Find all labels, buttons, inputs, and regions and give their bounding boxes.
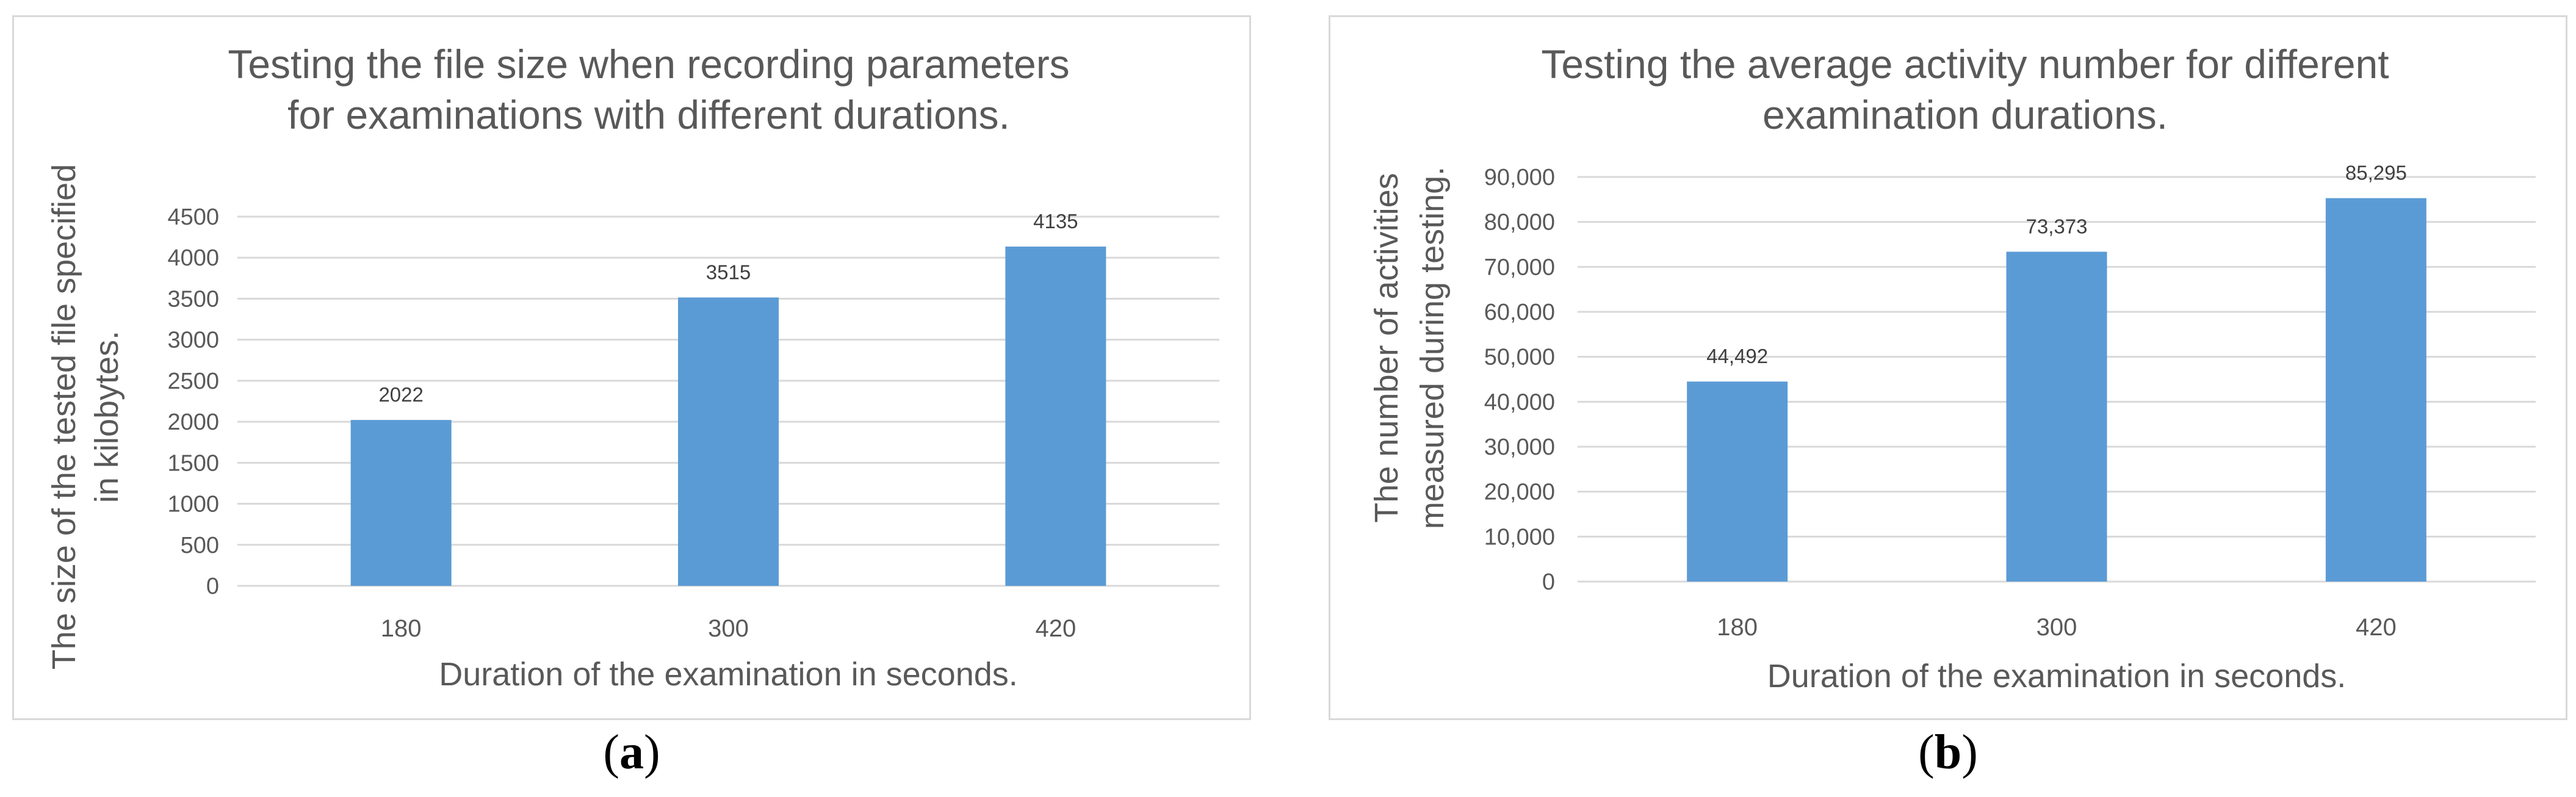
chart-a-y-axis-label-line: The size of the tested file specified xyxy=(46,164,82,669)
chart-b-y-tick-label: 0 xyxy=(1542,569,1555,595)
chart-a-y-tick-label: 4000 xyxy=(167,245,219,271)
caption-b: (b) xyxy=(1826,725,2070,781)
chart-b-y-axis-label-line: The number of activities xyxy=(1368,173,1405,522)
chart-a-title-line: Testing the file size when recording par… xyxy=(228,41,1069,87)
chart-b-data-label: 44,492 xyxy=(1706,345,1768,367)
chart-b-y-tick-label: 40,000 xyxy=(1484,389,1555,415)
chart-a-y-tick-label: 3500 xyxy=(167,286,219,312)
chart-a-y-axis-label-line: in kilobytes. xyxy=(88,331,125,503)
chart-a-data-label: 3515 xyxy=(706,261,751,283)
chart-b-bar-420 xyxy=(2325,198,2426,582)
chart-b: Testing the average activity number for … xyxy=(1368,41,2536,694)
chart-b-y-tick-label: 50,000 xyxy=(1484,345,1555,370)
chart-a-bar-180 xyxy=(350,420,452,586)
chart-b-title-line: examination durations. xyxy=(1762,92,2168,137)
chart-a-y-tick-label: 4500 xyxy=(167,204,219,230)
chart-b-y-tick-label: 80,000 xyxy=(1484,210,1555,236)
chart-b-y-axis-label: The number of activities measured during … xyxy=(1368,167,1451,529)
chart-a-title-line: for examinations with different duration… xyxy=(287,92,1010,137)
chart-a-x-tick-label: 180 xyxy=(381,615,422,642)
chart-a-y-tick-label: 2500 xyxy=(167,369,219,394)
chart-b-data-label: 85,295 xyxy=(2345,162,2407,184)
chart-a: Testing the file size when recording par… xyxy=(46,41,1219,693)
chart-b-y-tick-label: 70,000 xyxy=(1484,254,1555,280)
chart-a-y-tick-label: 1000 xyxy=(167,492,219,518)
chart-b-bar-300 xyxy=(2006,251,2107,582)
chart-b-y-tick-label: 20,000 xyxy=(1484,480,1555,505)
chart-a-y-tick-label: 0 xyxy=(206,574,219,599)
caption-a-letter: a xyxy=(619,726,644,779)
caption-a-close: ) xyxy=(644,726,660,779)
chart-a-y-tick-label: 3000 xyxy=(167,328,219,353)
caption-a-open: ( xyxy=(603,726,619,779)
chart-panel-a: Testing the file size when recording par… xyxy=(12,15,1251,720)
chart-b-y-tick-label: 90,000 xyxy=(1484,165,1555,190)
chart-b-x-axis-label: Duration of the examination in seconds. xyxy=(1767,658,2347,694)
chart-b-x-tick-label: 420 xyxy=(2356,614,2397,641)
chart-b-y-tick-label: 60,000 xyxy=(1484,300,1555,325)
caption-b-letter: b xyxy=(1934,726,1962,779)
chart-b-title-line: Testing the average activity number for … xyxy=(1541,41,2389,87)
chart-a-data-label: 2022 xyxy=(378,383,423,406)
chart-a-title: Testing the file size when recording par… xyxy=(228,41,1069,137)
chart-b-data-label: 73,373 xyxy=(2026,215,2088,237)
chart-a-y-axis-label: The size of the tested file specified in … xyxy=(46,164,125,669)
chart-b-bar-180 xyxy=(1687,381,1788,582)
chart-a-x-axis-label: Duration of the examination in seconds. xyxy=(439,656,1018,693)
chart-a-data-label: 4135 xyxy=(1033,210,1078,233)
chart-a-y-tick-label: 500 xyxy=(181,533,219,558)
chart-a-y-tick-label: 2000 xyxy=(167,409,219,435)
chart-b-title: Testing the average activity number for … xyxy=(1541,41,2389,137)
chart-a-bar-420 xyxy=(1005,247,1106,586)
chart-panel-b: Testing the average activity number for … xyxy=(1329,15,2567,720)
chart-a-x-tick-label: 420 xyxy=(1035,615,1076,642)
chart-b-x-tick-label: 300 xyxy=(2037,614,2077,641)
caption-a: (a) xyxy=(510,725,754,781)
chart-a-y-tick-label: 1500 xyxy=(167,450,219,476)
chart-b-y-tick-label: 30,000 xyxy=(1484,435,1555,460)
chart-a-x-tick-label: 300 xyxy=(708,615,749,642)
caption-b-close: ) xyxy=(1961,726,1978,779)
chart-b-x-tick-label: 180 xyxy=(1717,614,1758,641)
chart-b-y-tick-label: 10,000 xyxy=(1484,524,1555,550)
chart-a-bar-300 xyxy=(678,297,779,586)
caption-b-open: ( xyxy=(1918,726,1935,779)
chart-b-y-axis-label-line: measured during testing. xyxy=(1414,167,1451,529)
